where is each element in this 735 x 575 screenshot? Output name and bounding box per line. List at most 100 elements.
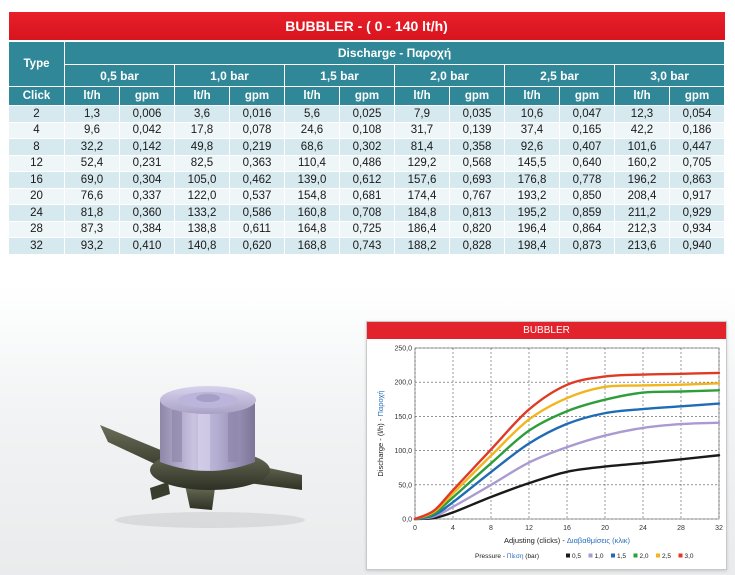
pressure-header: 3,0 bar bbox=[613, 64, 726, 87]
legend-label: 1,0 bbox=[595, 553, 604, 560]
table-cell: 0,640 bbox=[559, 154, 615, 172]
legend-title: Pressure - Πίεση (bar) bbox=[475, 552, 539, 560]
click-cell: 24 bbox=[8, 204, 65, 222]
legend-label: 3,0 bbox=[685, 553, 694, 560]
table-cell: 0,934 bbox=[668, 220, 726, 238]
click-cell: 16 bbox=[8, 171, 65, 189]
chart-panel: BUBBLER 0 4 8 12 16 20 24 28 32 0,0 50,0 100,0 150,0… bbox=[366, 321, 727, 570]
table-cell: 101,6 bbox=[614, 138, 670, 156]
table-row: 32 93,2 0,410 140,8 0,620 168,8 0,743 188,2 0,82… bbox=[8, 237, 726, 255]
pressure-header: 2,0 bar bbox=[394, 64, 505, 87]
table-title: BUBBLER - ( 0 - 140 lt/h) bbox=[8, 12, 725, 42]
y-tick-label: 50,0 bbox=[398, 482, 412, 489]
table-cell: 0,778 bbox=[559, 171, 615, 189]
table-cell: 196,2 bbox=[614, 171, 670, 189]
table-cell: 0,358 bbox=[449, 138, 505, 156]
y-tick-label: 0,0 bbox=[402, 517, 412, 524]
legend-label: 2,0 bbox=[640, 553, 649, 560]
table-cell: 0,611 bbox=[229, 220, 285, 238]
y-axis-title-en: Discharge - (l/h) - bbox=[376, 417, 385, 477]
table-cell: 82,5 bbox=[174, 154, 230, 172]
table-cell: 0,016 bbox=[229, 105, 285, 123]
table-cell: 0,813 bbox=[449, 204, 505, 222]
table-cell: 0,165 bbox=[559, 121, 615, 139]
table-row: 12 52,4 0,231 82,5 0,363 110,4 0,486 129,2 0,568… bbox=[8, 154, 726, 172]
table-cell: 0,302 bbox=[339, 138, 395, 156]
unit-lth-header: lt/h bbox=[394, 86, 450, 106]
table-cell: 31,7 bbox=[394, 121, 450, 139]
discharge-header: Discharge - Παροχή bbox=[63, 40, 726, 65]
pressure-header: 1,5 bar bbox=[284, 64, 395, 87]
table-cell: 10,6 bbox=[504, 105, 560, 123]
table-cell: 93,2 bbox=[64, 237, 120, 255]
table-cell: 0,917 bbox=[668, 187, 726, 205]
table-cell: 24,6 bbox=[284, 121, 340, 139]
table-cell: 174,4 bbox=[394, 187, 450, 205]
table-cell: 198,4 bbox=[504, 237, 560, 255]
table-cell: 0,568 bbox=[449, 154, 505, 172]
table-cell: 0,231 bbox=[119, 154, 175, 172]
table-cell: 208,4 bbox=[614, 187, 670, 205]
table-cell: 0,384 bbox=[119, 220, 175, 238]
series-line-2-5 bbox=[413, 382, 721, 521]
table-cell: 0,447 bbox=[668, 138, 726, 156]
table-cell: 0,743 bbox=[339, 237, 395, 255]
table-cell: 138,8 bbox=[174, 220, 230, 238]
table-cell: 0,042 bbox=[119, 121, 175, 139]
table-cell: 0,940 bbox=[668, 237, 726, 255]
table-cell: 32,2 bbox=[64, 138, 120, 156]
table-cell: 0,873 bbox=[559, 237, 615, 255]
unit-header-row: Click lt/h gpm lt/h gpm lt/h gpm lt/h gpm lt/h gpm… bbox=[8, 86, 726, 106]
x-axis-title-gr: Διαβαθμίσεις (κλικ) bbox=[567, 536, 631, 545]
unit-gpm-header: gpm bbox=[559, 86, 615, 106]
table-cell: 52,4 bbox=[64, 154, 120, 172]
click-cell: 8 bbox=[8, 138, 65, 156]
table-cell: 0,337 bbox=[119, 187, 175, 205]
table-cell: 9,6 bbox=[64, 121, 120, 139]
table-cell: 184,8 bbox=[394, 204, 450, 222]
discharge-table: BUBBLER - ( 0 - 140 lt/h) Type Discharge… bbox=[8, 12, 726, 255]
unit-gpm-header: gpm bbox=[449, 86, 505, 106]
series-line-1-5 bbox=[413, 402, 721, 521]
table-cell: 139,0 bbox=[284, 171, 340, 189]
unit-gpm-header: gpm bbox=[119, 86, 175, 106]
unit-gpm-header: gpm bbox=[229, 86, 285, 106]
series-line-2-0 bbox=[413, 389, 721, 521]
table-cell: 87,3 bbox=[64, 220, 120, 238]
y-tick-label: 200,0 bbox=[394, 380, 412, 387]
table-cell: 213,6 bbox=[614, 237, 670, 255]
table-cell: 133,2 bbox=[174, 204, 230, 222]
table-cell: 157,6 bbox=[394, 171, 450, 189]
x-tick-label: 32 bbox=[715, 525, 723, 532]
x-tick-label: 4 bbox=[451, 525, 455, 532]
table-cell: 37,4 bbox=[504, 121, 560, 139]
bubbler-emitter-image bbox=[100, 386, 305, 528]
table-cell: 0,025 bbox=[339, 105, 395, 123]
table-cell: 17,8 bbox=[174, 121, 230, 139]
click-cell: 4 bbox=[8, 121, 65, 139]
table-cell: 1,3 bbox=[64, 105, 120, 123]
chart-title: BUBBLER bbox=[367, 322, 726, 339]
table-cell: 0,586 bbox=[229, 204, 285, 222]
table-cell: 154,8 bbox=[284, 187, 340, 205]
unit-lth-header: lt/h bbox=[614, 86, 670, 106]
table-cell: 0,304 bbox=[119, 171, 175, 189]
table-cell: 164,8 bbox=[284, 220, 340, 238]
table-cell: 76,6 bbox=[64, 187, 120, 205]
table-cell: 3,6 bbox=[174, 105, 230, 123]
table-cell: 0,725 bbox=[339, 220, 395, 238]
legend-label: 2,5 bbox=[662, 553, 671, 560]
y-axis-title: Discharge - (l/h) - Παροχή bbox=[376, 390, 385, 476]
x-tick-label: 8 bbox=[489, 525, 493, 532]
y-tick-label: 100,0 bbox=[394, 448, 412, 455]
table-cell: 0,828 bbox=[449, 237, 505, 255]
click-cell: 32 bbox=[8, 237, 65, 255]
legend-title-part: (bar) bbox=[523, 553, 539, 560]
series-line-0-5 bbox=[413, 454, 721, 521]
unit-gpm-header: gpm bbox=[668, 86, 726, 106]
x-tick-label: 20 bbox=[601, 525, 609, 532]
table-cell: 0,850 bbox=[559, 187, 615, 205]
table-cell: 0,035 bbox=[449, 105, 505, 123]
table-body: 2 1,3 0,006 3,6 0,016 5,6 0,025 7,9 0,035 10,6 0,0… bbox=[8, 105, 726, 255]
table-cell: 68,6 bbox=[284, 138, 340, 156]
